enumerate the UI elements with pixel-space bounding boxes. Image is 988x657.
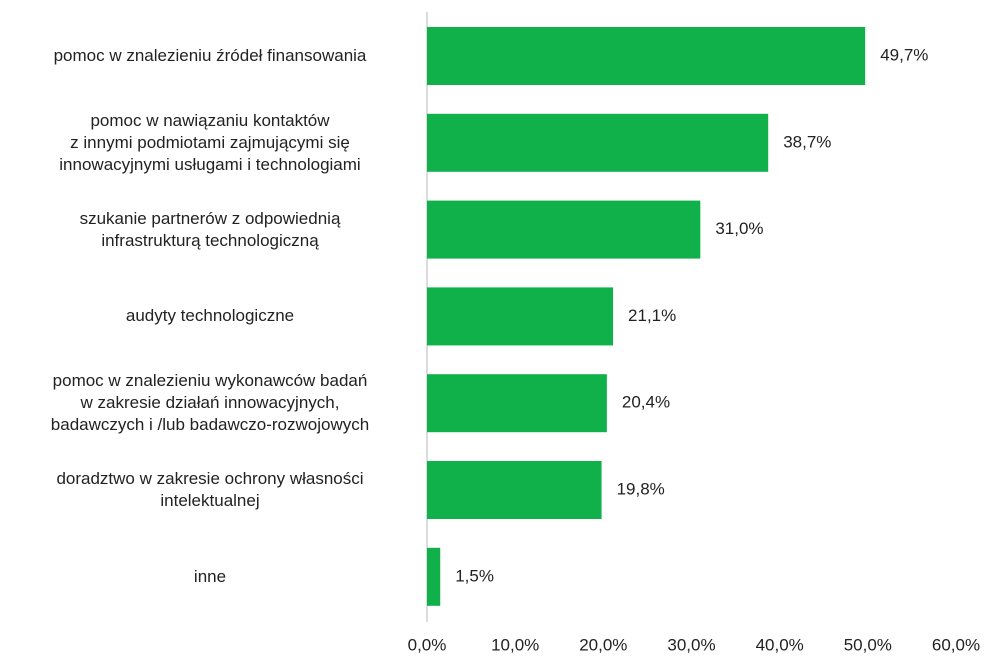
bar	[427, 200, 701, 259]
x-tick-label: 50,0%	[844, 635, 892, 654]
bar	[427, 374, 607, 433]
x-tick-label: 30,0%	[667, 635, 715, 654]
category-label: doradztwo w zakresie ochrony własności i…	[56, 469, 364, 510]
category-label: szukanie partnerów z odpowiednią infrast…	[79, 208, 341, 250]
value-label: 20,4%	[622, 393, 670, 412]
value-label: 19,8%	[617, 479, 665, 498]
x-tick-label: 60,0%	[932, 635, 980, 654]
value-label: 31,0%	[715, 219, 763, 238]
value-label: 21,1%	[628, 306, 676, 325]
x-tick-label: 0,0%	[408, 635, 447, 654]
category-label: pomoc w nawiązaniu kontaktów z innymi po…	[59, 110, 361, 174]
category-label: inne	[193, 566, 227, 586]
bar	[427, 287, 614, 346]
category-label: pomoc w znalezieniu źródeł finansowania	[53, 46, 367, 65]
x-tick-label: 40,0%	[756, 635, 804, 654]
value-label: 38,7%	[783, 132, 831, 151]
bar	[427, 547, 441, 606]
category-label: pomoc w znalezieniu wykonawców badań w z…	[50, 371, 370, 435]
bar	[427, 113, 769, 172]
bar	[427, 27, 866, 85]
value-label: 49,7%	[880, 45, 928, 64]
category-label: audyty technologiczne	[125, 306, 295, 326]
x-tick-label: 10,0%	[491, 635, 539, 654]
bar	[427, 461, 602, 519]
value-label: 1,5%	[455, 566, 494, 585]
x-tick-label: 20,0%	[579, 635, 627, 654]
